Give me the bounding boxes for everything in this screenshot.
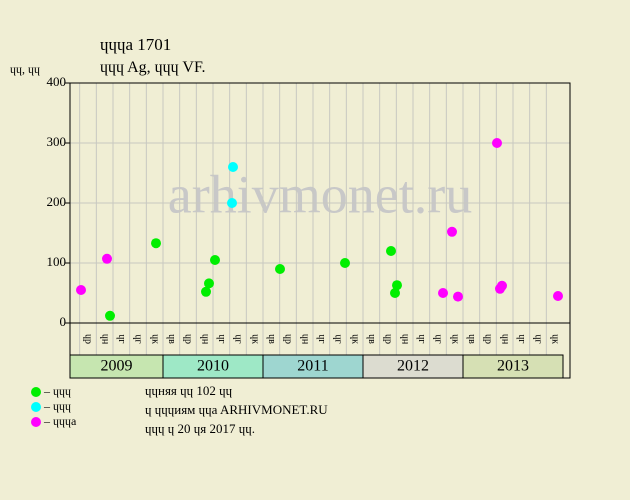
legend-label: – ɥɥɥ [43, 399, 71, 413]
column-label: ɥр [383, 334, 394, 344]
column-label: ɥг [533, 334, 544, 343]
column-label: ɥв [366, 334, 377, 344]
y-tick-label: 300 [47, 134, 67, 149]
column-label: ɥн [399, 334, 410, 345]
column-label: ɥк [449, 334, 460, 344]
point [553, 291, 563, 301]
point [497, 280, 507, 291]
column-label: ɥг [233, 334, 244, 343]
y-tick-label: 100 [47, 254, 67, 269]
point [392, 280, 402, 291]
legend-marker [31, 387, 41, 397]
column-label: ɥг [133, 334, 144, 343]
point [210, 255, 220, 265]
year-label: 2010 [197, 358, 229, 375]
point [386, 246, 396, 256]
column-label: ɥк [549, 334, 560, 344]
column-label: ɥк [349, 334, 360, 344]
point [76, 285, 86, 295]
column-label: ɥг [116, 334, 127, 343]
column-label: ɥв [466, 334, 477, 344]
point [390, 288, 400, 298]
y-axis-label: ɥɥ, ɥɥ [10, 62, 40, 76]
column-label: ɥр [483, 334, 494, 344]
watermark: arhivmonet.ru [168, 164, 472, 224]
legend-marker [31, 417, 41, 427]
point [204, 278, 214, 289]
column-label: ɥг [216, 334, 227, 343]
point [340, 258, 350, 268]
legend-label: – ɥɥɥ [43, 384, 71, 398]
point [151, 238, 161, 249]
column-label: ɥр [83, 334, 94, 344]
chart-subtitle: ɥɥɥ Ag, ɥɥɥ VF. [100, 59, 206, 76]
point [447, 226, 457, 237]
y-tick-label: 0 [60, 314, 67, 329]
point [453, 291, 463, 302]
column-label: ɥг [416, 334, 427, 343]
column-label: ɥг [316, 334, 327, 343]
column-label: ɥр [183, 334, 194, 344]
column-label: ɥв [166, 334, 177, 344]
column-label: ɥк [249, 334, 260, 344]
column-label: ɥг [516, 334, 527, 343]
column-label: ɥр [283, 334, 294, 344]
column-label: ɥг [333, 334, 344, 343]
year-label: 2009 [101, 358, 133, 375]
point [438, 288, 448, 298]
column-label: ɥн [499, 334, 510, 345]
legend-marker [31, 402, 41, 412]
legend-label: – ɥɥɥa [43, 414, 77, 428]
year-label: 2011 [297, 358, 328, 375]
point [105, 310, 115, 321]
column-label: ɥн [199, 334, 210, 345]
column-label: ɥн [99, 334, 110, 345]
note: ɥ ɥɥɥиям ɥɥa ARHIVMONET.RU [145, 402, 328, 417]
point [228, 162, 238, 172]
point [275, 264, 285, 274]
point [492, 138, 502, 148]
column-label: ɥн [299, 334, 310, 345]
year-label: 2012 [397, 358, 429, 375]
y-tick-label: 200 [47, 194, 67, 209]
plot-frame [69, 82, 571, 379]
column-label: ɥк [149, 334, 160, 344]
y-tick-label: 400 [47, 74, 67, 89]
point [227, 198, 237, 208]
point [201, 286, 211, 297]
point [102, 253, 112, 264]
note: ɥɥняя ɥɥ 102 ɥɥ [145, 383, 233, 398]
column-label: ɥв [266, 334, 277, 344]
chart-title: ɥɥɥa 1701 [100, 35, 171, 54]
year-label: 2013 [497, 358, 529, 375]
column-label: ɥг [433, 334, 444, 343]
note: ɥɥɥ ɥ 20 ɥя 2017 ɥɥ. [145, 421, 255, 436]
